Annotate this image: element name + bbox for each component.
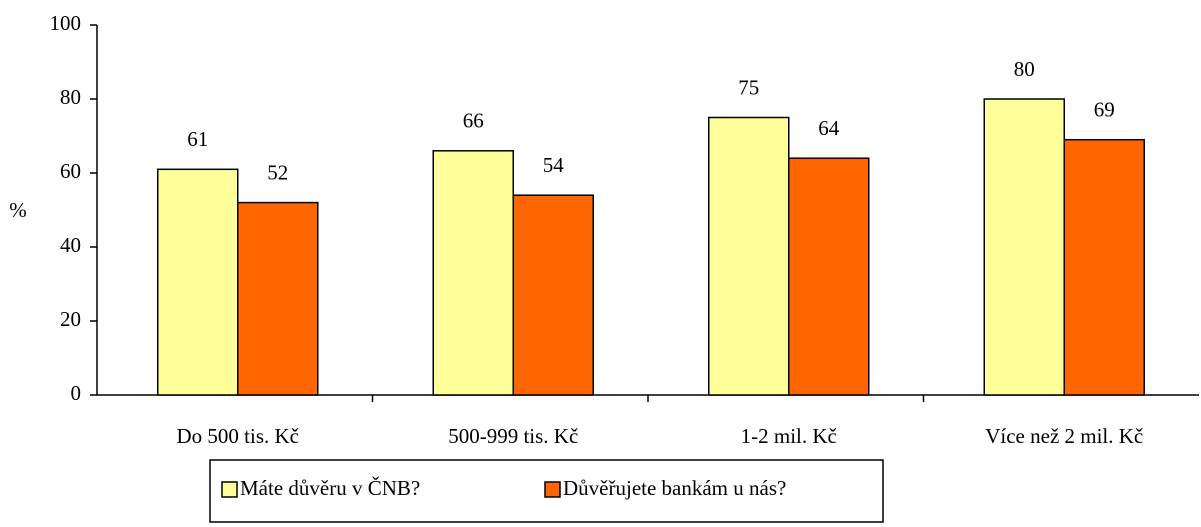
bar <box>157 168 239 396</box>
legend-label: Máte důvěru v ČNB? <box>240 476 420 500</box>
y-tick-label: 0 <box>71 381 82 405</box>
y-tick-label: 40 <box>60 233 81 257</box>
legend-swatch <box>544 481 561 498</box>
bar <box>983 98 1065 396</box>
bar <box>512 194 594 396</box>
x-tick-label: 500-999 tis. Kč <box>448 424 578 448</box>
value-label: 61 <box>187 127 208 151</box>
value-label: 66 <box>463 109 484 133</box>
bar <box>432 150 514 396</box>
x-tick-label: Více než 2 mil. Kč <box>985 424 1143 448</box>
bar <box>1063 138 1145 396</box>
y-axis-label: % <box>9 198 27 222</box>
y-tick-label: 80 <box>60 85 81 109</box>
y-tick-label: 60 <box>60 159 81 183</box>
value-label: 52 <box>267 160 288 184</box>
x-tick-label: Do 500 tis. Kč <box>177 424 300 448</box>
value-label: 75 <box>738 75 759 99</box>
x-tick-label: 1-2 mil. Kč <box>741 424 837 448</box>
bar <box>237 201 319 396</box>
value-label: 54 <box>543 153 565 177</box>
legend-swatch <box>221 481 238 498</box>
value-label: 69 <box>1094 98 1115 122</box>
value-label: 80 <box>1014 57 1035 81</box>
value-label: 64 <box>818 116 840 140</box>
bar <box>708 116 790 396</box>
legend-label: Důvěřujete bankám u nás? <box>563 476 786 500</box>
y-tick-label: 100 <box>50 11 82 35</box>
bar <box>788 157 870 396</box>
y-tick-label: 20 <box>60 307 81 331</box>
